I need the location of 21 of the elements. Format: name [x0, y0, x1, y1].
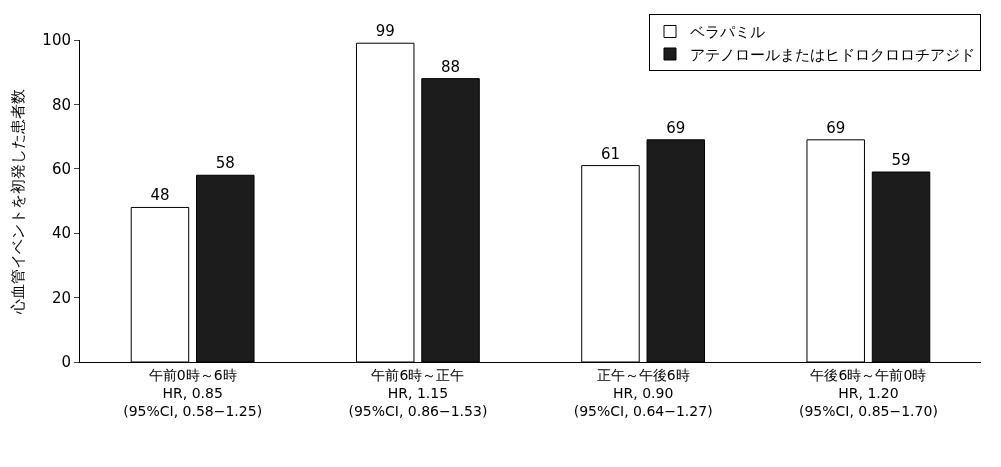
- data-label: 88: [440, 57, 461, 76]
- legend-label: ベラパミル: [690, 23, 765, 42]
- x-tick-label: 午後6時～午前0時 HR, 1.20 (95%CI, 0.85−1.70): [798, 366, 938, 420]
- y-tick-label: 80: [51, 95, 71, 114]
- y-axis-title: 心血管イベントを初発した患者数: [8, 88, 27, 315]
- y-tick-label: 0: [61, 353, 71, 372]
- data-label: 99: [375, 22, 395, 41]
- y-tick-label: 100: [42, 31, 71, 50]
- data-label: 59: [891, 151, 911, 170]
- x-tick-label: 午前6時～正午 HR, 1.15 (95%CI, 0.86−1.53): [348, 366, 488, 420]
- data-label: 48: [150, 186, 170, 205]
- x-tick-label: 正午～午後6時 HR, 0.90 (95%CI, 0.64−1.27): [573, 366, 713, 420]
- x-tick-label: 午前0時～6時 HR, 0.85 (95%CI, 0.58−1.25): [123, 366, 263, 420]
- y-tick-label: 20: [51, 288, 71, 307]
- data-label: 69: [666, 118, 686, 137]
- data-label: 58: [215, 154, 235, 173]
- y-tick-label: 40: [51, 224, 71, 243]
- legend-label: アテノロールまたはヒドロクロロチアジド: [690, 45, 975, 64]
- data-label: 69: [826, 118, 846, 137]
- y-tick-label: 60: [51, 160, 71, 179]
- data-label: 61: [600, 144, 621, 163]
